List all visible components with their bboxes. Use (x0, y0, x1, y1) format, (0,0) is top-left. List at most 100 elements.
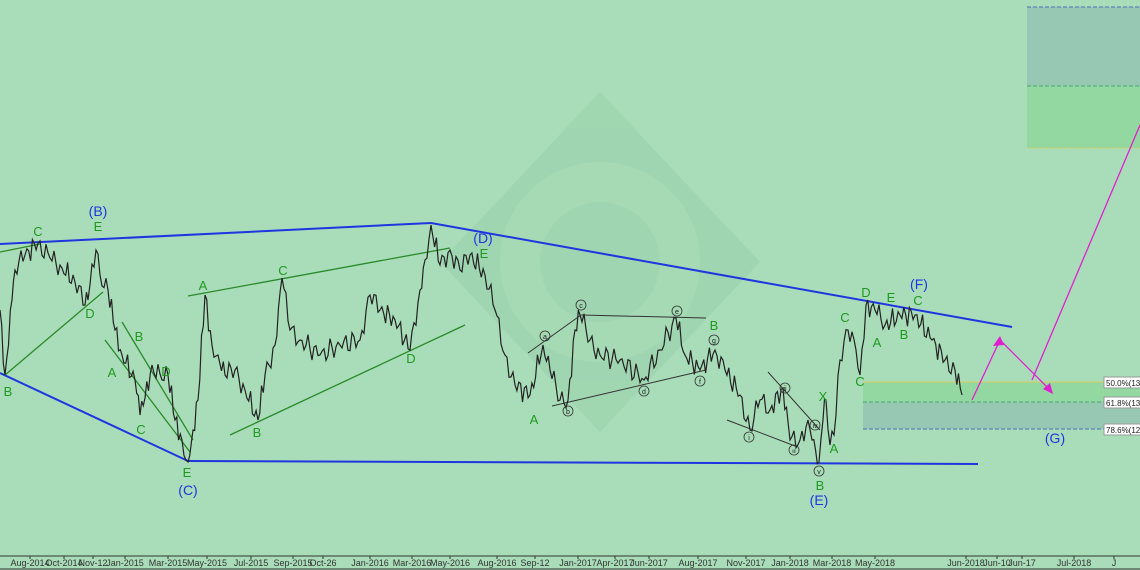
x-tick-label: May-2016 (430, 558, 470, 568)
price-series-line (0, 224, 963, 465)
x-tick-label: Nov-2017 (726, 558, 765, 568)
fib-label-box (1103, 423, 1140, 436)
x-tick-label: Jun-17 (1008, 558, 1036, 568)
projection-path (1031, 124, 1140, 381)
wave-label-minor: A (530, 412, 539, 427)
wave-label-minor: C (913, 293, 922, 308)
x-tick-label: Aug-2014 (10, 558, 49, 568)
wave-label-minor: B (4, 384, 13, 399)
minor-trendline (0, 243, 41, 253)
sub-trendline (726, 419, 796, 447)
wave-label-sub: iii (792, 449, 795, 455)
minor-trendline (104, 339, 191, 453)
target-zone-lower (1027, 86, 1140, 148)
x-tick-label: Mar-2018 (813, 558, 852, 568)
wave-label-minor: D (85, 306, 94, 321)
x-tick-label: Jul-2015 (234, 558, 269, 568)
wave-label-minor: C (136, 422, 145, 437)
x-tick-label: Sep-2015 (273, 558, 312, 568)
sub-trendline (551, 369, 707, 407)
wave-label-minor: X (819, 389, 828, 404)
minor-trendline (229, 324, 466, 436)
x-tick-label: Oct-2014 (45, 558, 82, 568)
wave-label-minor: B (710, 318, 719, 333)
wave-label-major: (C) (178, 482, 197, 498)
major-trendline (0, 372, 189, 462)
sub-wave-circle-icon (539, 330, 551, 342)
wave-label-major: (E) (810, 492, 829, 508)
x-tick-label: Jul-2018 (1057, 558, 1092, 568)
wave-label-minor: D (861, 285, 870, 300)
wave-label-minor: A (199, 278, 208, 293)
x-tick-label: Jun-10 (983, 558, 1011, 568)
x-tick-label: Oct-26 (309, 558, 336, 568)
wave-label-major: (B) (89, 203, 108, 219)
major-trendline (187, 460, 979, 465)
wave-label-minor: C (840, 310, 849, 325)
sub-wave-circle-icon (779, 382, 791, 394)
wave-label-minor: B (135, 329, 144, 344)
wave-label-sub: a (543, 334, 547, 341)
sub-wave-circle-icon (638, 385, 650, 397)
sub-wave-circle-icon (809, 419, 821, 431)
fib-zone-618-786 (863, 402, 1140, 429)
x-tick-label: Apr-2017 (596, 558, 633, 568)
wave-label-minor: B (253, 425, 262, 440)
major-trendline (0, 222, 432, 245)
sub-wave-circle-icon (708, 334, 720, 346)
sub-wave-circle-icon (694, 375, 706, 387)
x-tick-label: Jan-2018 (771, 558, 809, 568)
sub-wave-circle-icon (671, 305, 683, 317)
wave-label-minor: A (873, 335, 882, 350)
fib-label-text: 78.6%(12 (1106, 426, 1140, 435)
major-trendline (430, 222, 1013, 328)
x-tick-label: Mar-2015 (149, 558, 188, 568)
x-tick-label: Nov-12 (78, 558, 107, 568)
arrow-head-icon (1043, 383, 1053, 394)
wave-label-sub: g (712, 338, 716, 345)
x-tick-label: Jan-2015 (106, 558, 144, 568)
wave-label-sub: f (699, 379, 701, 386)
wave-label-sub: b (566, 409, 570, 416)
x-tick-label: Sep-12 (520, 558, 549, 568)
wave-label-minor: E (183, 465, 192, 480)
sub-wave-circle-icon (788, 444, 800, 456)
wave-label-minor: D (406, 351, 415, 366)
wave-label-minor: E (94, 219, 103, 234)
wave-label-sub: iv (812, 423, 818, 430)
sub-trendline (580, 314, 707, 319)
wave-label-sub: v (817, 469, 821, 476)
sub-trendline (767, 371, 821, 431)
x-tick-label: May-2015 (187, 558, 227, 568)
wave-label-minor: C (278, 263, 287, 278)
wave-label-minor: C (33, 224, 42, 239)
x-tick-label: Aug-2017 (678, 558, 717, 568)
wave-label-major: (D) (473, 230, 492, 246)
wave-label-minor: E (480, 246, 489, 261)
sub-wave-circle-icon (562, 405, 574, 417)
wave-label-sub: c (579, 303, 583, 310)
wave-label-minor: A (108, 365, 117, 380)
arrow-head-icon (993, 336, 1004, 346)
minor-trendline (121, 321, 194, 441)
fib-zone-50-618 (863, 382, 1140, 402)
wave-label-major: (F) (910, 276, 928, 292)
x-tick-label: Jun-2017 (630, 558, 668, 568)
sub-trendline (527, 314, 582, 354)
wave-label-sub: d (642, 389, 646, 396)
sub-wave-circle-icon (813, 465, 825, 477)
fib-label-text: 61.8%(13 (1106, 399, 1140, 408)
x-tick-label: Jan-2016 (351, 558, 389, 568)
wave-label-sub: e (675, 309, 679, 316)
fib-label-text: 50.0%(13 (1106, 379, 1140, 388)
wave-label-minor: B (900, 327, 909, 342)
x-tick-label: Mar-2016 (393, 558, 432, 568)
sub-wave-circle-icon (575, 299, 587, 311)
minor-trendline (187, 247, 451, 297)
wave-label-minor: C (855, 374, 864, 389)
x-tick-label: Aug-2016 (477, 558, 516, 568)
sub-wave-circle-icon (743, 431, 755, 443)
fib-label-box (1103, 396, 1140, 409)
wave-label-minor: B (816, 478, 825, 493)
watermark-logo (440, 92, 760, 432)
